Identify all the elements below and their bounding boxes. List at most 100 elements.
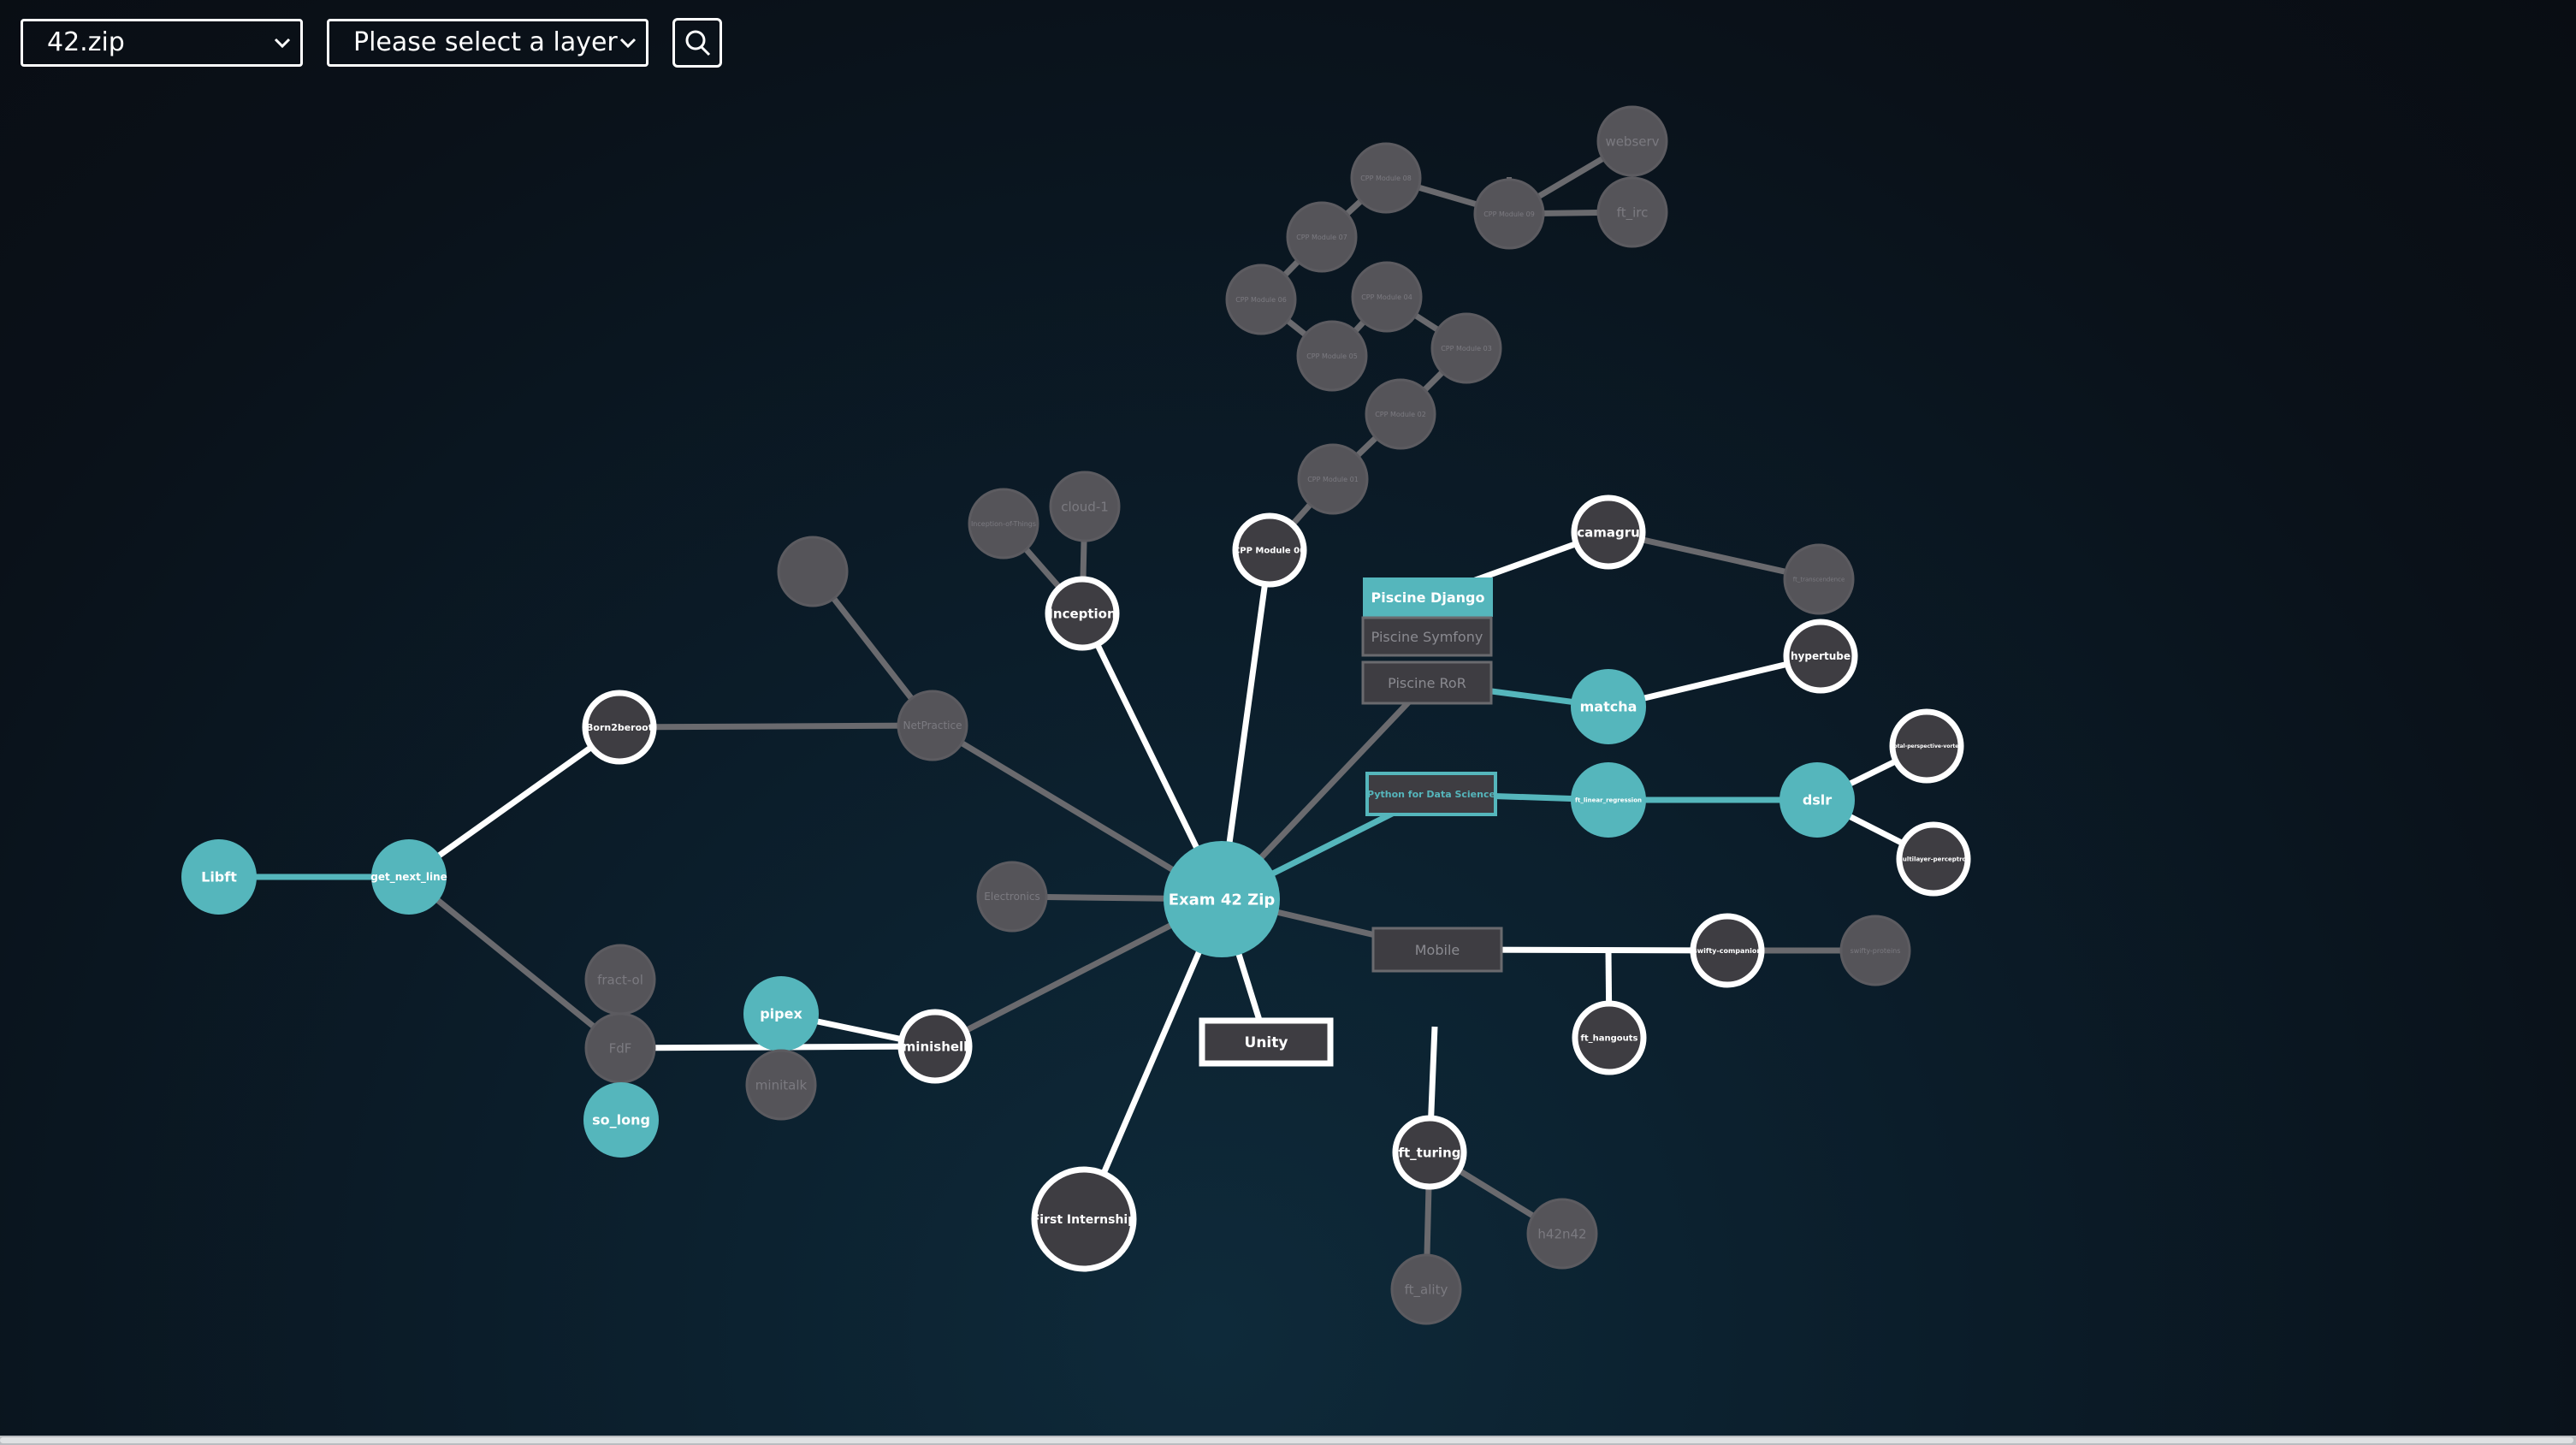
node-circle	[181, 839, 257, 915]
search-button[interactable]	[672, 18, 722, 68]
node-fractol[interactable]: fract-ol	[584, 944, 656, 1016]
node-label: CPP Module 05	[1306, 352, 1358, 360]
node-matcha[interactable]: matcha	[1571, 669, 1646, 744]
box-mobile[interactable]: Mobile	[1371, 927, 1503, 973]
node-circle	[1889, 708, 1964, 784]
node-circle	[976, 861, 1048, 933]
node-circle	[1232, 512, 1307, 588]
node-label: ft_hangouts	[1581, 1034, 1638, 1044]
node-totalp[interactable]: total-perspective-vortex	[1889, 708, 1964, 784]
node-inception[interactable]: Inception	[1045, 576, 1120, 651]
box-django[interactable]: Piscine Django	[1363, 577, 1493, 617]
node-h42n42[interactable]: h42n42	[1526, 1198, 1598, 1270]
node-label: multilayer-perceptron	[1897, 856, 1971, 862]
node-label: ft_ality	[1405, 1282, 1448, 1298]
node-cpp04[interactable]: CPP Module 04	[1351, 261, 1423, 333]
node-cpp01[interactable]: CPP Module 01	[1297, 443, 1369, 515]
node-circle	[1572, 1000, 1647, 1075]
node-circle	[1031, 1166, 1137, 1272]
node-circle	[1839, 915, 1911, 986]
node-cpp02[interactable]: CPP Module 02	[1365, 378, 1436, 450]
node-blank_node[interactable]	[777, 536, 849, 607]
node-cpp07[interactable]: CPP Module 07	[1286, 201, 1358, 273]
node-born2beroot[interactable]: Born2beroot	[582, 690, 657, 765]
box-unity[interactable]: Unity	[1199, 1017, 1334, 1067]
node-circle	[1690, 913, 1765, 988]
node-transcendence[interactable]: ft_transcendence	[1783, 543, 1855, 615]
node-circle	[897, 1009, 973, 1084]
node-label: matcha	[1580, 699, 1637, 715]
chevron-down-icon	[619, 38, 637, 49]
file-select[interactable]: 42.zip	[21, 19, 303, 67]
node-circle	[1473, 178, 1545, 250]
node-pipex[interactable]: pipex	[743, 976, 819, 1051]
node-iot[interactable]: Inception-of-Things	[968, 488, 1039, 560]
box-label: Python for Data Science	[1367, 789, 1495, 800]
node-gnl[interactable]: get_next_line	[370, 839, 447, 915]
node-label: CPP Module 03	[1441, 345, 1492, 352]
node-hypertube[interactable]: hypertube	[1783, 619, 1858, 694]
node-label: swifty-companion	[1693, 947, 1762, 955]
node-label: ft_transcendence	[1793, 576, 1845, 583]
node-fdf[interactable]: FdF	[584, 1012, 656, 1084]
node-ftality[interactable]: ft_ality	[1390, 1253, 1462, 1325]
node-dslr[interactable]: dslr	[1780, 762, 1855, 838]
edges	[219, 138, 1935, 1290]
node-label: dslr	[1803, 792, 1832, 808]
node-circle	[1596, 105, 1668, 177]
node-cpp05[interactable]: CPP Module 05	[1296, 320, 1368, 392]
box-pyds[interactable]: Python for Data Science	[1365, 772, 1497, 816]
node-circle	[1783, 543, 1855, 615]
node-cpp08[interactable]: CPP Module 08	[1350, 142, 1422, 214]
node-electronics[interactable]: Electronics	[976, 861, 1048, 933]
node-circle	[1365, 378, 1436, 450]
node-circle	[582, 690, 657, 765]
node-label: total-perspective-vortex	[1892, 743, 1963, 749]
node-label: CPP Module 09	[1483, 210, 1535, 218]
node-cpp00[interactable]: CPP Module 00	[1232, 512, 1307, 588]
layer-select[interactable]: Please select a layer	[327, 19, 648, 67]
node-camagru[interactable]: camagru	[1571, 494, 1646, 570]
node-netpractice[interactable]: NetPractice	[897, 690, 968, 761]
node-internship[interactable]: First Internship	[1031, 1166, 1137, 1272]
node-mlp[interactable]: multilayer-perceptron	[1896, 821, 1971, 897]
box-label: Piscine RoR	[1388, 675, 1466, 691]
node-label: FdF	[609, 1040, 632, 1056]
node-minitalk[interactable]: minitalk	[745, 1049, 817, 1121]
box-ror[interactable]: Piscine RoR	[1361, 660, 1493, 705]
node-cloud1[interactable]: cloud-1	[1049, 471, 1121, 542]
node-ftturing[interactable]: ft_turing	[1392, 1115, 1467, 1190]
horizontal-scrollbar[interactable]	[0, 1436, 2576, 1445]
node-circle	[1571, 762, 1646, 838]
node-label: minishell	[903, 1039, 968, 1054]
node-cpp09[interactable]: CPP Module 09	[1473, 178, 1545, 250]
node-label: Exam 42 Zip	[1169, 891, 1276, 909]
node-swifty_prot[interactable]: swifty-proteins	[1839, 915, 1911, 986]
node-circle	[583, 1082, 659, 1158]
node-swifty_comp[interactable]: swifty-companion	[1690, 913, 1765, 988]
box-label: Piscine Symfony	[1371, 629, 1483, 645]
node-circle	[1596, 176, 1668, 248]
node-webserv[interactable]: webserv	[1596, 105, 1668, 177]
node-ftirc[interactable]: ft_irc	[1596, 176, 1668, 248]
node-label: so_long	[592, 1112, 650, 1128]
node-linreg[interactable]: ft_linear_regression	[1571, 762, 1646, 838]
node-exam[interactable]: Exam 42 Zip	[1164, 841, 1280, 957]
edge-born2beroot-netpractice	[619, 722, 933, 731]
node-hangouts[interactable]: ft_hangouts	[1572, 1000, 1647, 1075]
box-label: Piscine Django	[1371, 589, 1485, 606]
node-circle	[1780, 762, 1855, 838]
node-so_long[interactable]: so_long	[583, 1082, 659, 1158]
node-label: Electronics	[984, 891, 1039, 903]
scrollbar-thumb[interactable]	[0, 1437, 2573, 1443]
chevron-down-icon	[274, 38, 291, 49]
box-symfony[interactable]: Piscine Symfony	[1361, 616, 1493, 657]
node-circle	[1350, 142, 1422, 214]
node-label: CPP Module 02	[1375, 411, 1426, 418]
node-libft[interactable]: Libft	[181, 839, 257, 915]
node-cpp03[interactable]: CPP Module 03	[1430, 312, 1502, 384]
node-circle	[1049, 471, 1121, 542]
node-cpp06[interactable]: CPP Module 06	[1225, 264, 1297, 335]
node-minishell[interactable]: minishell	[897, 1009, 973, 1084]
